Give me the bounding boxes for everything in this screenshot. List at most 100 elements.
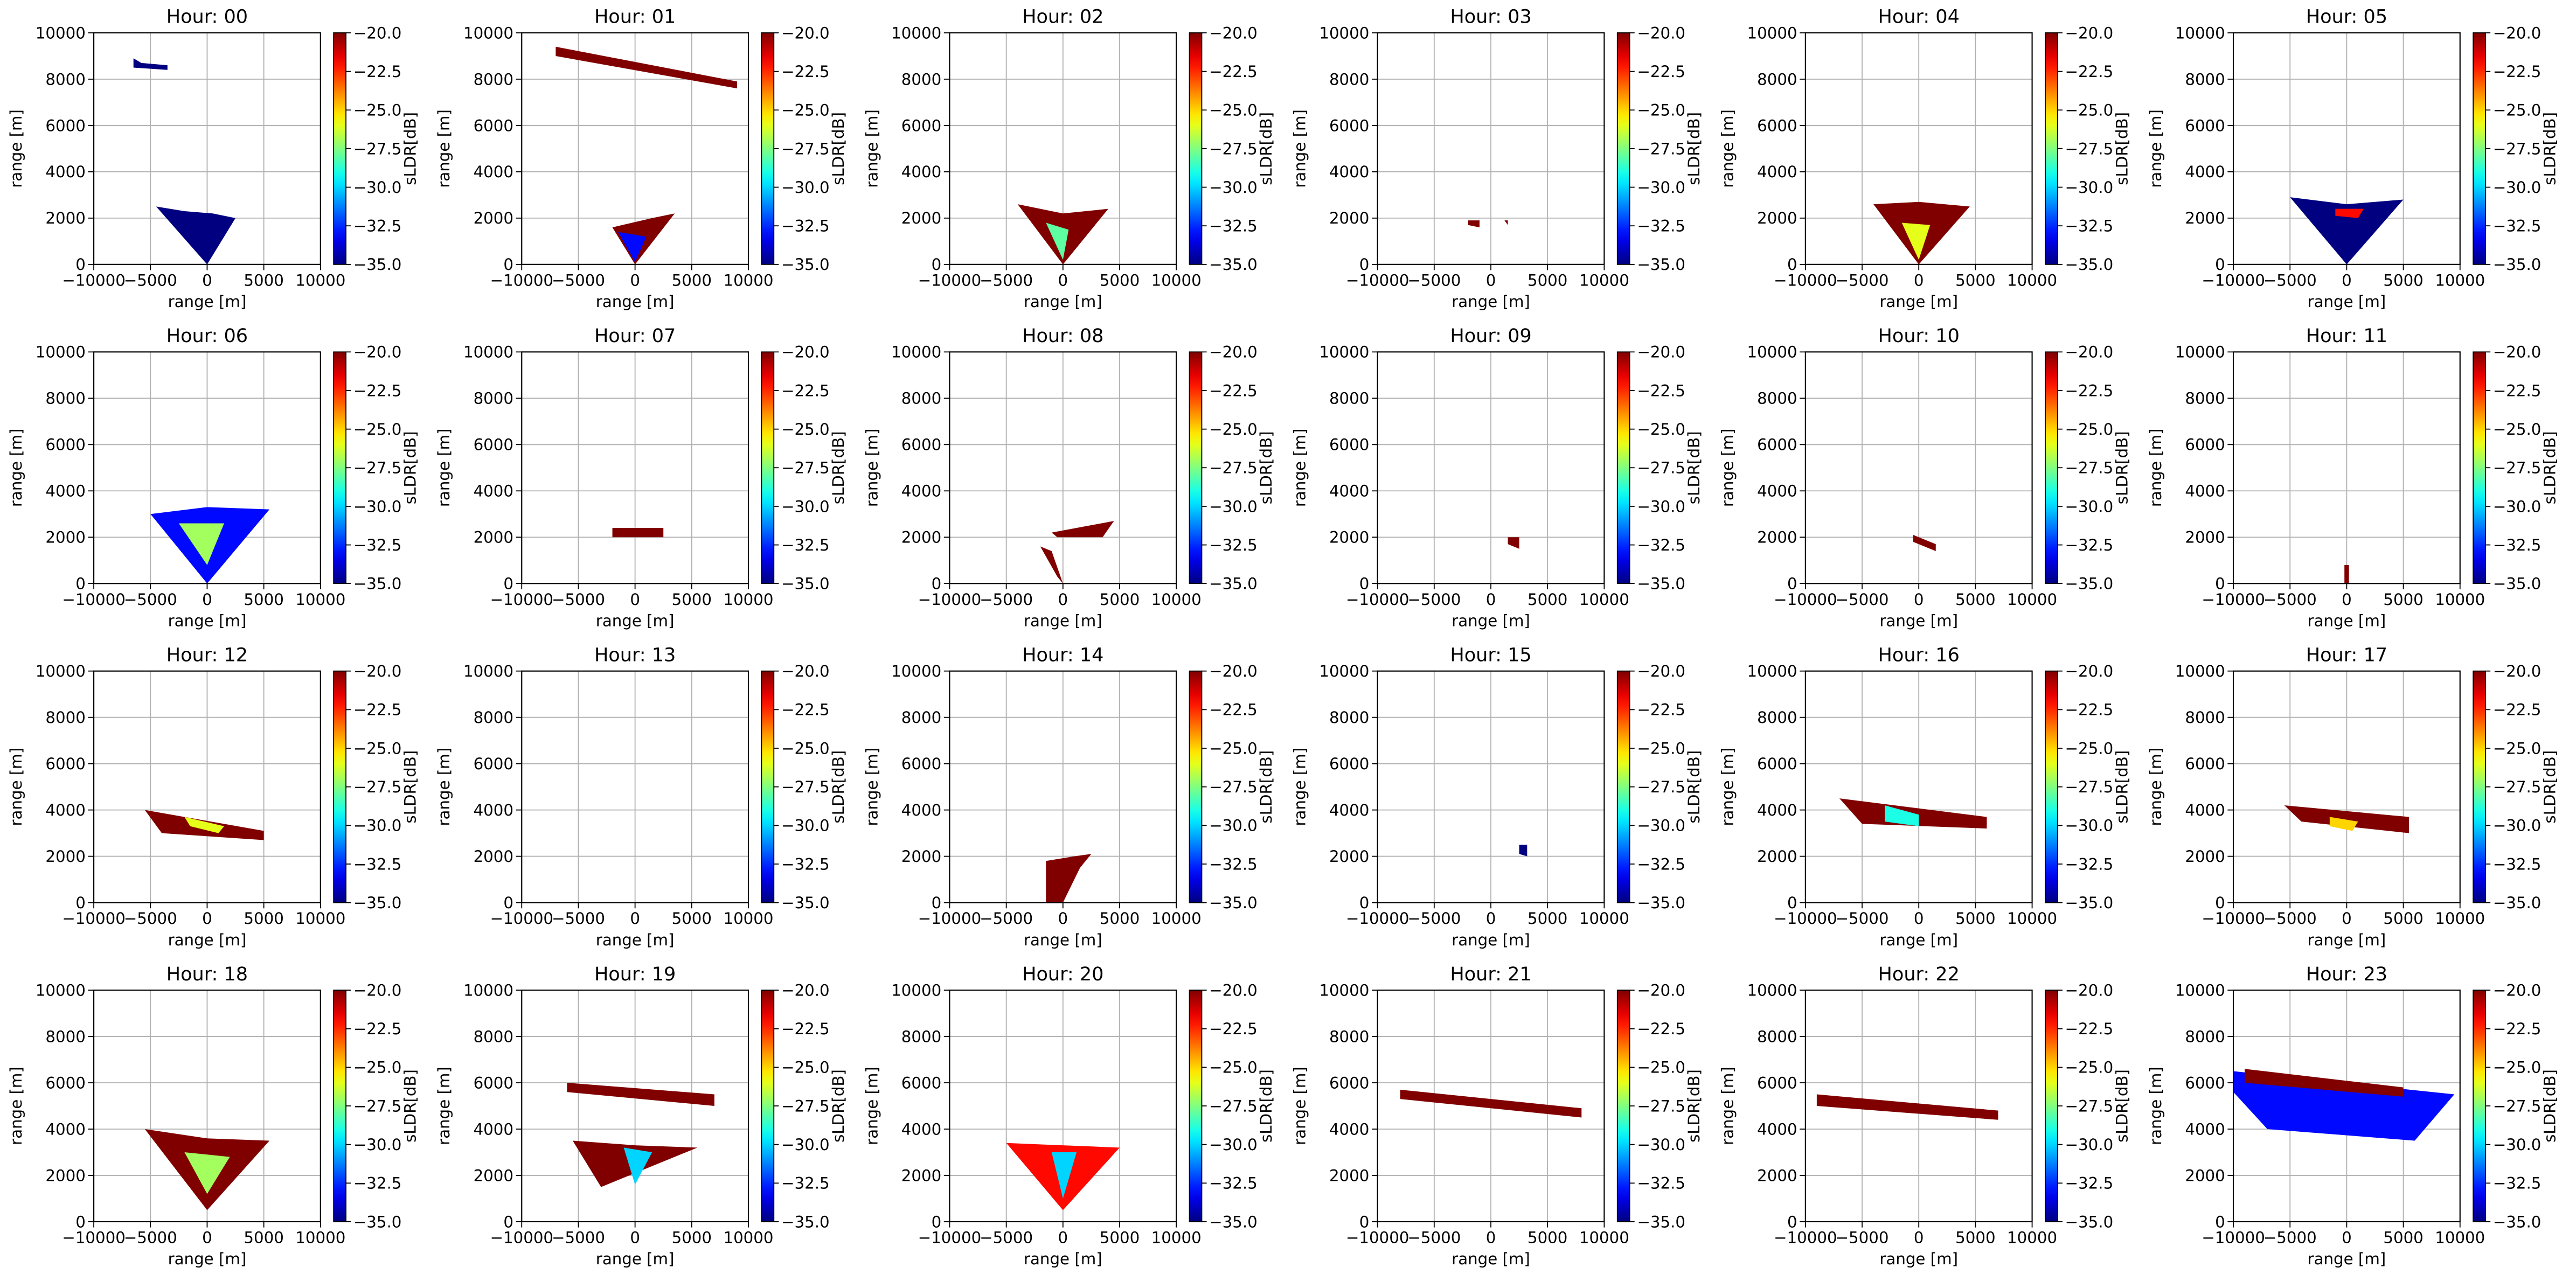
- x-axis-label: range [m]: [1879, 931, 1958, 949]
- colorbar-tick-label: −35.0: [1209, 255, 1258, 274]
- colorbar-tick-label: −27.5: [781, 140, 830, 158]
- colorbar-tick-label: −30.0: [1637, 497, 1685, 516]
- colorbar-label: sLDR[dB]: [1257, 1069, 1275, 1143]
- y-tick-label: 0: [1787, 894, 1797, 912]
- colorbar-tick-label: −27.5: [2065, 1097, 2114, 1115]
- axes-frame: [93, 990, 321, 1223]
- x-axis-label: range [m]: [596, 931, 675, 949]
- x-axis-label: range [m]: [596, 293, 675, 311]
- y-tick-label: 10000: [36, 343, 86, 361]
- colorbar: [2473, 670, 2486, 903]
- x-axis-label: range [m]: [168, 611, 247, 630]
- x-tick-label: 5000: [244, 271, 283, 289]
- subplot-title: Hour: 01: [594, 6, 676, 28]
- colorbar-tick-label: −25.0: [781, 739, 830, 757]
- y-tick-label: 2000: [2185, 1166, 2225, 1185]
- subplot: Hour: 05 −10000−5000 0 5000 10000 0 2000 4000 60…: [2147, 6, 2559, 311]
- y-tick-label: 10000: [463, 662, 513, 680]
- y-tick-label: 0: [2215, 894, 2225, 912]
- colorbar-tick-label: −35.0: [1637, 255, 1685, 274]
- axes-frame: [1377, 670, 1605, 903]
- colorbar-tick-label: −35.0: [781, 1213, 830, 1231]
- colorbar-tick-label: −27.5: [2493, 459, 2542, 477]
- x-tick-label: −10000: [490, 1229, 553, 1247]
- y-axis-label: range [m]: [7, 748, 25, 826]
- x-axis-label: range [m]: [1024, 1250, 1102, 1268]
- colorbar-tick-label: −22.5: [781, 701, 830, 719]
- subplot-title: Hour: 15: [1450, 644, 1531, 666]
- colorbar-tick-label: −30.0: [781, 817, 830, 835]
- x-tick-label: 0: [630, 590, 640, 609]
- colorbar-tick-label: −20.0: [1209, 662, 1258, 680]
- colorbar-tick-label: −20.0: [1209, 24, 1258, 42]
- y-axis-label: range [m]: [2147, 109, 2165, 188]
- x-tick-label: 5000: [672, 1229, 712, 1247]
- colorbar-tick-label: −32.5: [781, 536, 830, 554]
- axes-frame: [2232, 670, 2461, 903]
- y-tick-label: 10000: [463, 24, 513, 42]
- y-tick-label: 2000: [45, 528, 85, 547]
- y-tick-label: 4000: [474, 163, 513, 181]
- y-tick-label: 6000: [474, 1074, 513, 1092]
- echo-layer: [1006, 1143, 1120, 1210]
- y-tick-label: 0: [1359, 255, 1370, 274]
- colorbar: [1189, 990, 1203, 1222]
- x-tick-label: 10000: [2007, 909, 2057, 928]
- x-tick-label: −5000: [980, 590, 1033, 609]
- subplot-title: Hour: 09: [1450, 325, 1531, 347]
- x-tick-label: 5000: [2383, 590, 2423, 609]
- colorbar: [333, 32, 346, 265]
- x-tick-label: 5000: [672, 590, 712, 609]
- colorbar-tick-label: −35.0: [781, 894, 830, 912]
- y-axis-label: range [m]: [2147, 428, 2165, 507]
- colorbar-tick-label: −22.5: [2065, 1020, 2114, 1038]
- echo: [618, 232, 647, 262]
- echo: [1040, 546, 1063, 584]
- x-tick-label: 0: [1058, 590, 1068, 609]
- colorbar-tick-label: −22.5: [1209, 62, 1258, 81]
- x-axis-label: range [m]: [1452, 293, 1530, 311]
- echo: [2335, 208, 2364, 218]
- y-tick-label: 2000: [901, 1166, 941, 1185]
- x-tick-label: −10000: [62, 590, 126, 609]
- colorbar-tick-label: −30.0: [2065, 178, 2114, 197]
- y-tick-label: 2000: [1757, 847, 1797, 866]
- colorbar: [761, 32, 775, 265]
- colorbar-tick-label: −35.0: [2065, 1213, 2114, 1231]
- colorbar-tick-label: −25.0: [2065, 101, 2114, 120]
- echo: [184, 1152, 230, 1194]
- x-tick-label: 0: [1914, 590, 1924, 609]
- colorbar-tick-label: −35.0: [2065, 575, 2114, 593]
- colorbar-tick-label: −20.0: [781, 24, 830, 42]
- colorbar-label: sLDR[dB]: [401, 750, 420, 824]
- colorbar-tick-label: −30.0: [1209, 1136, 1258, 1154]
- y-tick-label: 4000: [474, 482, 513, 500]
- y-tick-label: 6000: [1329, 116, 1369, 135]
- x-tick-label: −10000: [2202, 909, 2265, 928]
- colorbar-tick-label: −35.0: [2065, 894, 2114, 912]
- echo: [1913, 534, 1936, 552]
- x-tick-label: 10000: [1579, 271, 1629, 289]
- subplot: Hour: 08 −10000−5000 0 5000 10000 0 2000 4000 60…: [863, 325, 1275, 630]
- echo-layer: [2284, 805, 2410, 833]
- colorbar-label: sLDR[dB]: [2541, 1069, 2559, 1143]
- y-tick-label: 10000: [463, 981, 513, 999]
- x-tick-label: 5000: [1527, 590, 1567, 609]
- y-tick-label: 0: [932, 1213, 942, 1231]
- x-tick-label: −10000: [918, 1229, 982, 1247]
- y-tick-label: 10000: [36, 662, 86, 680]
- y-tick-label: 10000: [2175, 343, 2225, 361]
- axes-frame: [1804, 670, 2033, 903]
- echo-layer: [1468, 220, 1508, 228]
- echo: [1519, 845, 1527, 857]
- colorbar: [1616, 351, 1630, 584]
- subplot: Hour: 11 −10000−5000 0 5000 10000 0 2000 4000 60…: [2147, 325, 2559, 630]
- x-axis-label: range [m]: [1452, 1250, 1530, 1268]
- y-tick-label: 8000: [474, 708, 513, 727]
- colorbar: [333, 351, 346, 584]
- axes-frame: [2232, 32, 2461, 265]
- colorbar-tick-label: −22.5: [1637, 701, 1685, 719]
- colorbar-tick-label: −20.0: [1209, 343, 1258, 361]
- x-tick-label: 10000: [1579, 1229, 1629, 1247]
